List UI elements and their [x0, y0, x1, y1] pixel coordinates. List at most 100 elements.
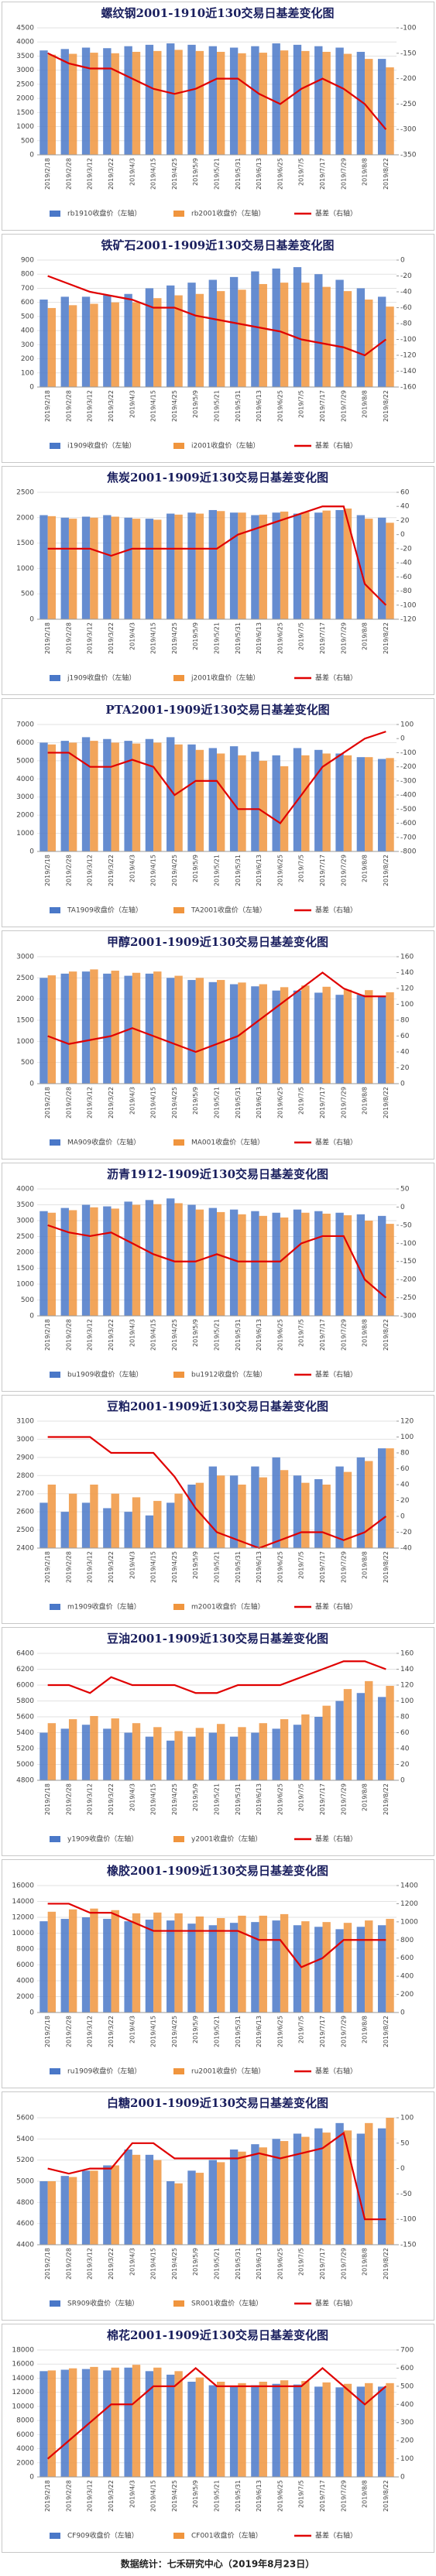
y-tick-label: 2000: [16, 514, 34, 522]
price-bar: [103, 2165, 112, 2245]
price-bar: [174, 514, 183, 619]
x-tick-label: 2019/8/22: [383, 2016, 390, 2047]
y2-tick-label: 160: [400, 1650, 414, 1658]
x-tick-label: 2019/5/21: [214, 1087, 221, 1118]
y2-tick-label: 400: [400, 2401, 414, 2409]
x-tick-label: 2019/6/13: [256, 855, 263, 886]
y2-tick-label: -120: [400, 352, 417, 360]
x-tick-label: 2019/5/31: [235, 2248, 242, 2280]
x-tick-label: 2019/7/5: [298, 1783, 305, 1811]
price-bar: [167, 1920, 175, 2012]
price-bar: [60, 1919, 69, 2012]
x-tick-label: 2019/7/5: [298, 158, 305, 186]
y-tick-label: 10000: [12, 1930, 34, 1937]
x-tick-label: 2019/8/8: [362, 158, 369, 186]
y2-tick-label: 40: [400, 1482, 410, 1489]
price-bar: [377, 1925, 386, 2012]
price-bar: [365, 300, 373, 387]
x-tick-label: 2019/4/25: [171, 1783, 178, 1815]
price-bar: [217, 1918, 225, 2012]
x-tick-label: 2019/2/28: [65, 1319, 72, 1351]
price-bar: [174, 1493, 183, 1548]
x-tick-label: 2019/7/29: [340, 1319, 347, 1351]
x-tick-label: 2019/4/25: [171, 2016, 178, 2047]
price-bar: [356, 288, 366, 387]
y-tick-label: 500: [21, 591, 34, 598]
price-bar: [365, 1461, 373, 1548]
x-tick-label: 2019/5/9: [192, 390, 199, 418]
x-tick-label: 2019/5/21: [214, 390, 221, 422]
price-bar: [111, 1493, 119, 1548]
price-bar: [124, 741, 132, 851]
price-bar: [280, 511, 289, 619]
x-tick-label: 2019/8/22: [383, 1087, 390, 1118]
price-bar: [167, 43, 175, 155]
x-tick-label: 2019/4/15: [150, 2480, 157, 2512]
price-bar: [124, 1201, 132, 1316]
price-bar: [81, 2170, 91, 2245]
price-bar: [187, 1736, 196, 1780]
price-bar: [174, 295, 183, 387]
y-tick-label: 6000: [16, 1961, 34, 1969]
price-bar: [39, 300, 48, 387]
price-bar: [272, 2139, 280, 2245]
price-bar: [377, 759, 386, 851]
price-bar: [111, 53, 119, 155]
y-tick-label: 500: [21, 313, 34, 320]
x-tick-label: 2019/7/5: [298, 1551, 305, 1579]
price-bar: [81, 1502, 91, 1548]
y-tick-label: 12000: [12, 1914, 34, 1922]
x-tick-label: 2019/2/28: [65, 1087, 72, 1118]
price-bar: [47, 1723, 57, 1780]
price-bar: [90, 2366, 98, 2477]
x-tick-label: 2019/7/17: [319, 390, 326, 422]
y-tick-label: 8000: [16, 2417, 34, 2425]
y-tick-label: 3500: [16, 1201, 34, 1209]
price-bar: [335, 2122, 344, 2245]
price-bar: [343, 755, 352, 851]
y-tick-label: 3500: [16, 53, 34, 60]
y-tick-label: 2500: [16, 489, 34, 497]
x-tick-label: 2019/5/9: [192, 2480, 199, 2508]
y-tick-label: 100: [21, 369, 34, 377]
y-tick-label: 2700: [16, 1490, 34, 1498]
price-bar: [251, 271, 259, 387]
price-bar: [124, 517, 132, 619]
price-bar: [174, 744, 183, 851]
price-bar: [301, 512, 310, 619]
x-tick-label: 2019/3/12: [87, 390, 94, 422]
y2-tick-label: -40: [400, 1545, 412, 1553]
price-bar: [111, 742, 119, 851]
panel-border: [2, 466, 434, 695]
y-tick-label: 2000: [16, 1993, 34, 2001]
price-bar: [229, 512, 239, 619]
x-tick-label: 2019/2/18: [44, 622, 51, 654]
x-tick-label: 2019/3/12: [87, 2016, 94, 2047]
legend-label: MA001收盘价（左轴）: [191, 1138, 264, 1147]
y-tick-label: 5400: [16, 2136, 34, 2143]
x-tick-label: 2019/5/31: [235, 1783, 242, 1815]
price-bar: [145, 2371, 154, 2477]
basis-line: [47, 1224, 387, 1299]
legend-swatch: [50, 1604, 60, 1610]
price-bar: [314, 512, 323, 619]
price-bar: [356, 2133, 366, 2245]
price-bar: [153, 742, 162, 851]
price-bar: [145, 519, 154, 619]
price-bar: [90, 1207, 98, 1316]
price-bar: [238, 2382, 246, 2477]
x-tick-label: 2019/2/18: [44, 2016, 51, 2047]
price-bar: [238, 1727, 246, 1780]
price-bar: [229, 746, 239, 851]
price-bar: [251, 986, 259, 1084]
price-bar: [90, 517, 98, 619]
chart-title: 橡胶2001-1909近130交易日基差变化图: [107, 1864, 328, 1878]
price-bar: [272, 1457, 280, 1548]
y-tick-label: 0: [29, 616, 34, 624]
price-bar: [272, 1920, 280, 2012]
price-bar: [132, 519, 141, 619]
legend-swatch: [50, 211, 60, 217]
price-bar: [301, 755, 310, 851]
y-tick-label: 3100: [16, 1418, 34, 1426]
price-bar: [322, 286, 331, 387]
